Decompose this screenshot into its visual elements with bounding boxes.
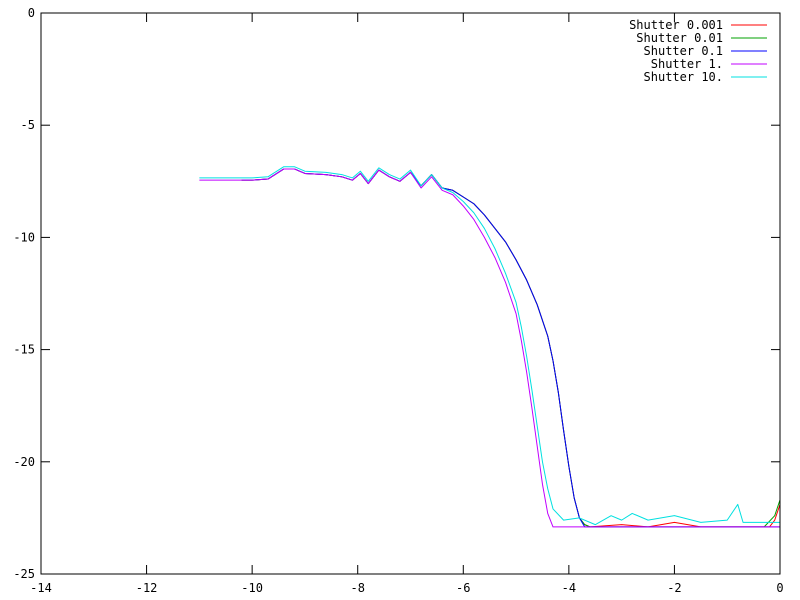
x-tick-label: -2	[667, 581, 681, 595]
y-tick-label: -15	[13, 343, 35, 357]
y-tick-label: -20	[13, 455, 35, 469]
x-tick-label: -4	[562, 581, 576, 595]
legend-label: Shutter 0.001	[629, 18, 723, 32]
legend-label: Shutter 1.	[651, 57, 723, 71]
y-tick-label: 0	[28, 6, 35, 20]
legend-label: Shutter 0.01	[636, 31, 723, 45]
x-tick-label: -6	[456, 581, 470, 595]
y-tick-label: -25	[13, 567, 35, 581]
y-tick-label: -10	[13, 230, 35, 244]
y-tick-label: -5	[21, 118, 35, 132]
series-line-5	[199, 166, 780, 526]
legend-label: Shutter 0.1	[644, 44, 723, 58]
x-tick-label: -10	[241, 581, 263, 595]
x-tick-label: -12	[136, 581, 158, 595]
x-tick-label: -14	[30, 581, 52, 595]
series-layer	[199, 166, 781, 528]
axes-layer: -14 -12 -10 -8 -6 -4 -2 00-5-10-15-20-25	[13, 6, 783, 595]
series-line-4	[199, 168, 780, 528]
legend-label: Shutter 10.	[644, 70, 723, 84]
x-tick-label: 0	[776, 581, 783, 595]
plot-frame	[40, 12, 781, 575]
x-tick-label: -8	[350, 581, 364, 595]
